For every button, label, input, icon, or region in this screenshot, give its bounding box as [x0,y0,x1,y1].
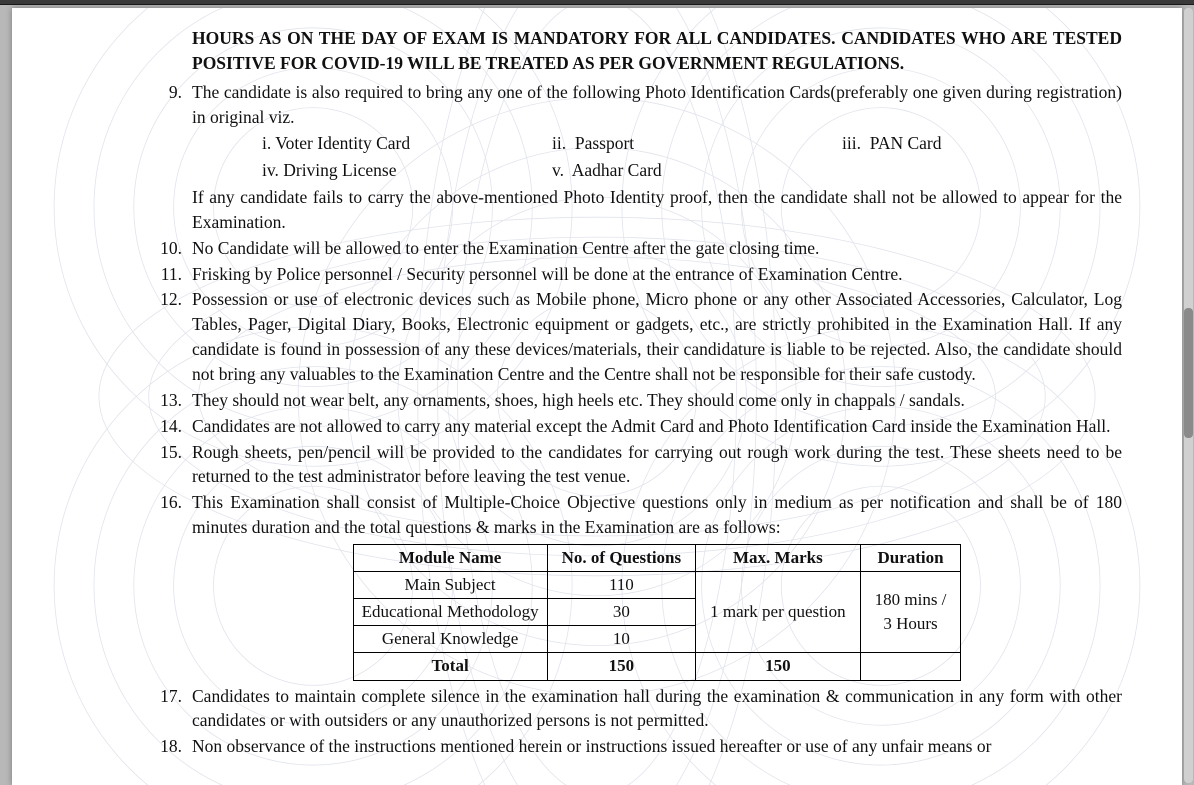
id-card-list: i. Voter Identity Card ii. Passport iii.… [192,131,1122,156]
instruction-list: 9. The candidate is also required to bri… [72,80,1122,759]
item-number: 18. [72,734,192,759]
item-18: 18. Non observance of the instructions m… [72,734,1122,759]
col-duration: Duration [860,544,961,571]
pdf-viewer: HOURS AS ON THE DAY OF EXAM IS MANDATORY… [0,0,1194,785]
header-warning: HOURS AS ON THE DAY OF EXAM IS MANDATORY… [72,26,1122,76]
table-total-row: Total 150 150 [353,653,961,680]
item-9-lead: The candidate is also required to bring … [192,82,1122,127]
cell-questions: 110 [547,572,695,599]
scroll-thumb[interactable] [1184,308,1193,438]
item-11: 11. Frisking by Police personnel / Secur… [72,262,1122,287]
item-14: 14. Candidates are not allowed to carry … [72,414,1122,439]
table-row: Main Subject 110 1 mark per question 180… [353,572,961,599]
item-number: 17. [72,684,192,734]
cell-module: Educational Methodology [353,599,547,626]
cell-maxmarks-merged: 1 mark per question [696,572,861,653]
cell-questions: 10 [547,626,695,653]
id-aadhar: v. Aadhar Card [552,158,662,183]
item-number: 14. [72,414,192,439]
item-number: 11. [72,262,192,287]
id-dl: iv. Driving License [262,158,492,183]
id-voter: i. Voter Identity Card [262,131,492,156]
cell-questions: 30 [547,599,695,626]
id-passport: ii. Passport [552,131,782,156]
item-15: 15. Rough sheets, pen/pencil will be pro… [72,440,1122,490]
cell-total-label: Total [353,653,547,680]
cell-module: Main Subject [353,572,547,599]
item-9: 9. The candidate is also required to bri… [72,80,1122,235]
item-number: 13. [72,388,192,413]
item-16-text: This Examination shall consist of Multip… [192,492,1122,537]
document-page: HOURS AS ON THE DAY OF EXAM IS MANDATORY… [12,8,1182,785]
item-16: 16. This Examination shall consist of Mu… [72,490,1122,682]
item-number: 15. [72,440,192,490]
item-number: 12. [72,287,192,386]
item-12: 12. Possession or use of electronic devi… [72,287,1122,386]
cell-total-marks: 150 [696,653,861,680]
cell-total-questions: 150 [547,653,695,680]
col-marks: Max. Marks [696,544,861,571]
item-number: 9. [72,80,192,235]
page-content: HOURS AS ON THE DAY OF EXAM IS MANDATORY… [12,8,1182,770]
exam-structure-table: Module Name No. of Questions Max. Marks … [353,544,962,681]
id-card-list-2: iv. Driving License v. Aadhar Card [192,158,1122,183]
col-questions: No. of Questions [547,544,695,571]
col-module: Module Name [353,544,547,571]
cell-total-duration [860,653,961,680]
item-17: 17. Candidates to maintain complete sile… [72,684,1122,734]
cell-duration-merged: 180 mins / 3 Hours [860,572,961,653]
cell-module: General Knowledge [353,626,547,653]
item-13: 13. They should not wear belt, any ornam… [72,388,1122,413]
item-9-tail: If any candidate fails to carry the abov… [192,187,1122,232]
id-pan: iii. PAN Card [842,131,942,156]
vertical-scrollbar[interactable] [1184,8,1193,783]
item-number: 16. [72,490,192,682]
item-number: 10. [72,236,192,261]
item-10: 10. No Candidate will be allowed to ente… [72,236,1122,261]
table-header-row: Module Name No. of Questions Max. Marks … [353,544,961,571]
viewer-toolbar [0,0,1194,5]
